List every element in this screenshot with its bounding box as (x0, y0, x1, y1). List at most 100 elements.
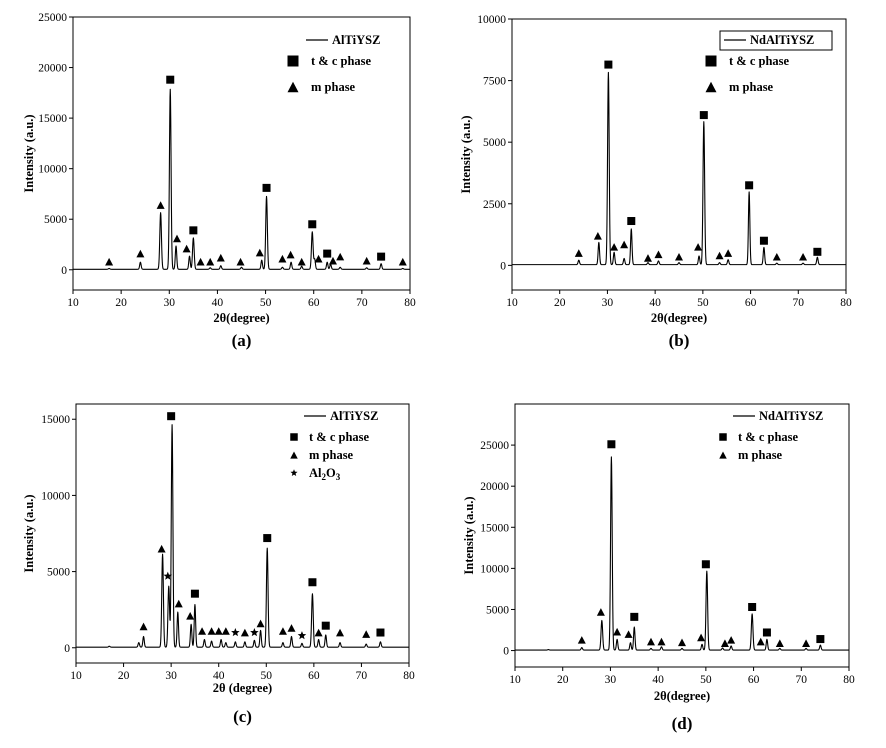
square-phase-marker (762, 628, 771, 637)
y-axis-title: Intensity (a.u.) (22, 494, 36, 572)
triangle-phase-marker (328, 256, 337, 265)
triangle-phase-marker (297, 257, 306, 266)
square-phase-marker (748, 603, 757, 612)
y-tick-label: 7500 (483, 76, 506, 88)
triangle-phase-marker (799, 252, 808, 261)
legend-marker-label: Al2O3 (309, 466, 341, 482)
triangle-phase-marker (624, 630, 633, 638)
xrd-pattern-line (75, 424, 410, 648)
x-tick-label: 70 (793, 297, 805, 309)
triangle-phase-marker (139, 622, 148, 631)
triangle-phase-marker (256, 619, 265, 628)
y-tick-label: 15000 (38, 113, 67, 125)
x-tick-label: 70 (356, 297, 368, 309)
legend-marker-label: t & c phase (729, 54, 790, 68)
chart-panel-d: 10 20 30 40 50 60 70 80 0 5000 10000 15000 20000 2500… (462, 403, 855, 733)
x-tick-label: 40 (213, 670, 225, 682)
triangle-phase-marker (596, 608, 605, 616)
legend-label-part: m phase (729, 80, 774, 94)
square-phase-marker (607, 440, 616, 449)
y-tick-label: 15000 (480, 522, 509, 534)
triangle-phase-marker (398, 257, 407, 266)
triangle-phase-marker (715, 251, 724, 260)
triangle-phase-marker (802, 639, 811, 647)
x-tick-label: 10 (67, 297, 79, 309)
star-phase-marker (163, 571, 173, 580)
triangle-phase-marker (216, 253, 225, 262)
star-phase-marker (297, 631, 307, 640)
triangle-phase-marker (156, 201, 165, 209)
plot-frame (514, 403, 850, 668)
x-tick-label: 40 (649, 297, 661, 309)
triangle-phase-marker (207, 627, 216, 635)
legend-triangle-icon (719, 451, 727, 459)
y-tick-label: 0 (64, 643, 70, 655)
triangle-phase-marker (186, 611, 195, 620)
y-tick-label: 10000 (477, 14, 506, 26)
panel-label: (d) (672, 714, 693, 733)
star-phase-marker (250, 628, 259, 637)
x-axis-title: 2θ(degree) (654, 689, 710, 703)
panel-label: (b) (669, 331, 690, 350)
legend-marker-label: t & c phase (738, 430, 799, 444)
legend-marker-label: t & c phase (309, 430, 370, 444)
triangle-phase-marker (174, 599, 183, 608)
xrd-pattern-line (72, 88, 411, 270)
x-tick-label: 60 (748, 674, 760, 686)
legend-marker-label: m phase (309, 448, 354, 462)
legend-marker-label: m phase (311, 80, 356, 94)
y-tick-label: 25000 (38, 12, 67, 24)
x-tick-label: 20 (554, 297, 566, 309)
square-phase-marker (816, 635, 825, 644)
y-tick-label: 0 (503, 646, 509, 658)
triangle-phase-marker (678, 638, 686, 647)
panel-label: (a) (232, 331, 252, 350)
legend-square-icon (290, 433, 298, 441)
y-tick-label: 2500 (483, 199, 506, 211)
square-phase-marker (321, 621, 330, 630)
y-axis-title: Intensity (a.u.) (462, 496, 476, 574)
x-tick-label: 20 (118, 670, 130, 682)
triangle-phase-marker (613, 627, 622, 636)
triangle-phase-marker (196, 257, 205, 266)
legend-series-label: AlTiYSZ (332, 33, 380, 47)
legend-label-part: m phase (309, 448, 354, 462)
x-tick-label: 50 (260, 297, 272, 309)
legend-marker-label: m phase (729, 80, 774, 94)
y-axis-title: Intensity (a.u.) (22, 114, 36, 192)
square-phase-marker (701, 560, 710, 569)
square-phase-marker (262, 183, 271, 192)
triangle-phase-marker (610, 243, 619, 251)
x-tick-label: 20 (115, 297, 127, 309)
x-tick-label: 40 (652, 674, 664, 686)
legend: NdAlTiYSZ t & c phase m phase (705, 30, 833, 94)
y-tick-label: 0 (500, 260, 506, 272)
square-phase-marker (308, 220, 317, 229)
y-tick-label: 20000 (38, 63, 67, 75)
y-tick-label: 5000 (486, 604, 509, 616)
square-phase-marker (189, 226, 198, 235)
x-tick-label: 10 (70, 670, 82, 682)
x-tick-label: 50 (700, 674, 712, 686)
triangle-phase-marker (198, 627, 207, 635)
y-tick-label: 10000 (41, 490, 70, 502)
legend-series-label: NdAlTiYSZ (759, 409, 823, 423)
triangle-phase-marker (775, 639, 784, 647)
triangle-phase-marker (314, 254, 323, 263)
square-phase-marker (759, 236, 768, 245)
legend: AlTiYSZ t & c phase m phase (287, 33, 380, 94)
triangle-phase-marker (240, 628, 249, 637)
x-axis-title: 2θ(degree) (651, 311, 707, 325)
legend-square-icon (719, 433, 727, 441)
triangle-phase-marker (214, 627, 223, 635)
x-tick-label: 60 (745, 297, 757, 309)
plot-frame (72, 16, 411, 291)
triangle-phase-marker (646, 637, 655, 646)
triangle-phase-marker (157, 544, 166, 553)
x-tick-label: 50 (261, 670, 273, 682)
triangle-phase-marker (182, 244, 191, 253)
x-tick-label: 10 (509, 674, 521, 686)
triangle-phase-marker (577, 636, 586, 644)
square-phase-marker (377, 252, 386, 261)
